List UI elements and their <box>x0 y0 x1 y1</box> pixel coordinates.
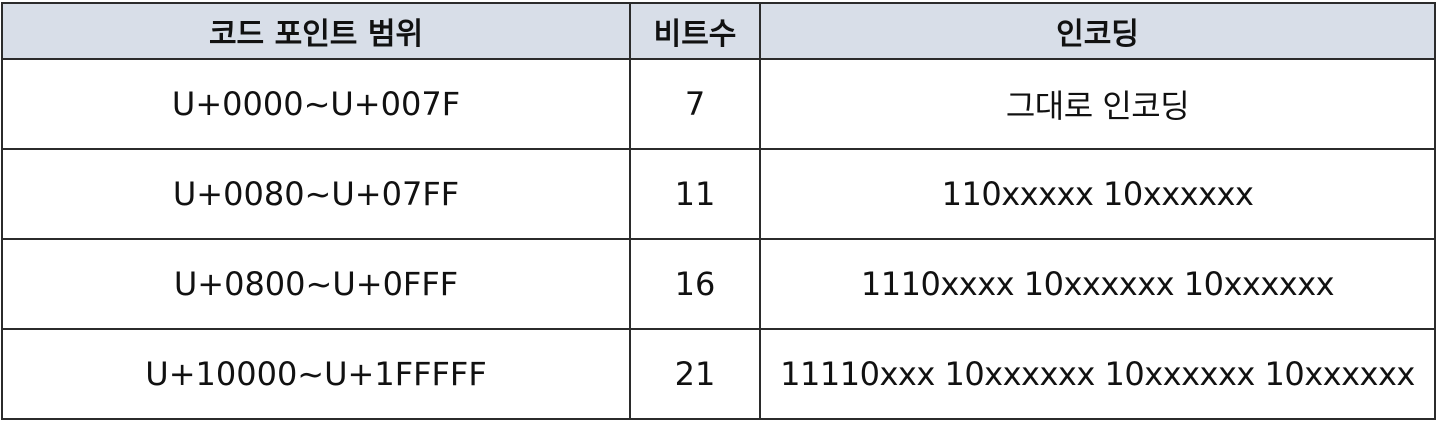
bit-count-cell: 21 <box>629 328 761 420</box>
encoding-cell: 1110xxxx 10xxxxxx 10xxxxxx <box>759 238 1436 330</box>
bit-count-cell: 11 <box>629 148 761 240</box>
table-row: U+0000~U+007F 7 그대로 인코딩 <box>1 58 1436 150</box>
bit-count-cell: 16 <box>629 238 761 330</box>
encoding-cell: 110xxxxx 10xxxxxx <box>759 148 1436 240</box>
table-row: U+0080~U+07FF 11 110xxxxx 10xxxxxx <box>1 148 1436 240</box>
table-row: U+0800~U+0FFF 16 1110xxxx 10xxxxxx 10xxx… <box>1 238 1436 330</box>
table-row: U+10000~U+1FFFFF 21 11110xxx 10xxxxxx 10… <box>1 328 1436 420</box>
encoding-cell: 그대로 인코딩 <box>759 58 1436 150</box>
encoding-cell: 11110xxx 10xxxxxx 10xxxxxx 10xxxxxx <box>759 328 1436 420</box>
code-point-range-cell: U+0800~U+0FFF <box>1 238 631 330</box>
header-code-point-range: 코드 포인트 범위 <box>1 2 631 60</box>
header-encoding: 인코딩 <box>759 2 1436 60</box>
header-row: 코드 포인트 범위 비트수 인코딩 <box>1 2 1436 60</box>
bit-count-cell: 7 <box>629 58 761 150</box>
code-point-range-cell: U+0000~U+007F <box>1 58 631 150</box>
code-point-range-cell: U+0080~U+07FF <box>1 148 631 240</box>
header-bit-count: 비트수 <box>629 2 761 60</box>
code-point-range-cell: U+10000~U+1FFFFF <box>1 328 631 420</box>
